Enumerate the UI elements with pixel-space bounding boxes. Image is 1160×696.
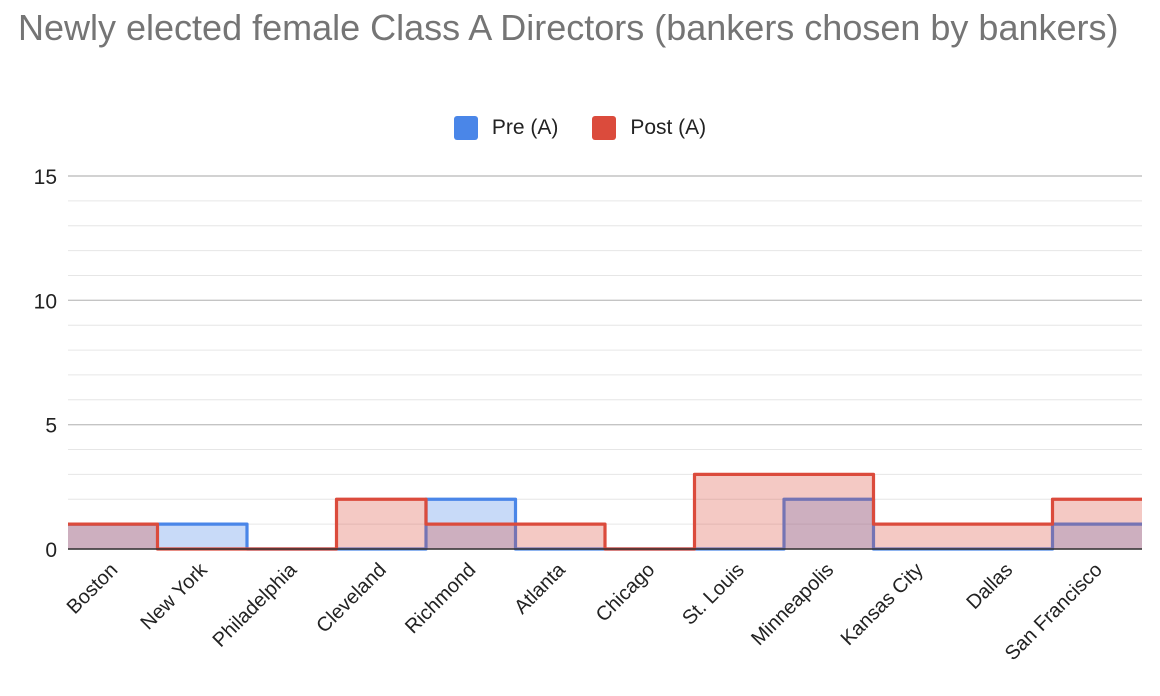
chart-legend: Pre (A) Post (A) [0, 113, 1160, 143]
x-tick-label: Boston [63, 559, 123, 619]
y-tick-label: 5 [45, 415, 57, 438]
legend-item-pre[interactable]: Pre (A) [453, 116, 559, 140]
x-tick-label: St. Louis [678, 559, 749, 630]
gridlines [68, 175, 1142, 550]
x-tick-label: New York [136, 558, 212, 634]
y-tick-label: 10 [34, 290, 57, 313]
legend-swatch-post [592, 116, 617, 140]
legend-label-post: Post (A) [630, 116, 707, 139]
chart-title: Newly elected female Class A Directors (… [18, 7, 1119, 48]
y-tick-label: 0 [45, 539, 57, 562]
x-tick-label: Minneapolis [747, 559, 838, 650]
series-layer [68, 472, 1142, 551]
x-tick-label: Chicago [592, 559, 659, 626]
x-tick-label: Dallas [962, 559, 1017, 614]
y-axis-labels: 0 5 10 15 [34, 166, 57, 562]
legend-item-post[interactable]: Post (A) [592, 116, 706, 140]
legend-label-pre: Pre (A) [491, 116, 559, 139]
x-tick-label: Atlanta [510, 558, 570, 618]
legend-swatch-pre [453, 116, 478, 140]
x-tick-label: Philadelphia [209, 558, 302, 651]
x-tick-label: Cleveland [312, 559, 390, 637]
x-tick-label: Kansas City [837, 559, 928, 650]
x-tick-label: Richmond [401, 559, 480, 638]
y-tick-label: 15 [34, 166, 57, 189]
